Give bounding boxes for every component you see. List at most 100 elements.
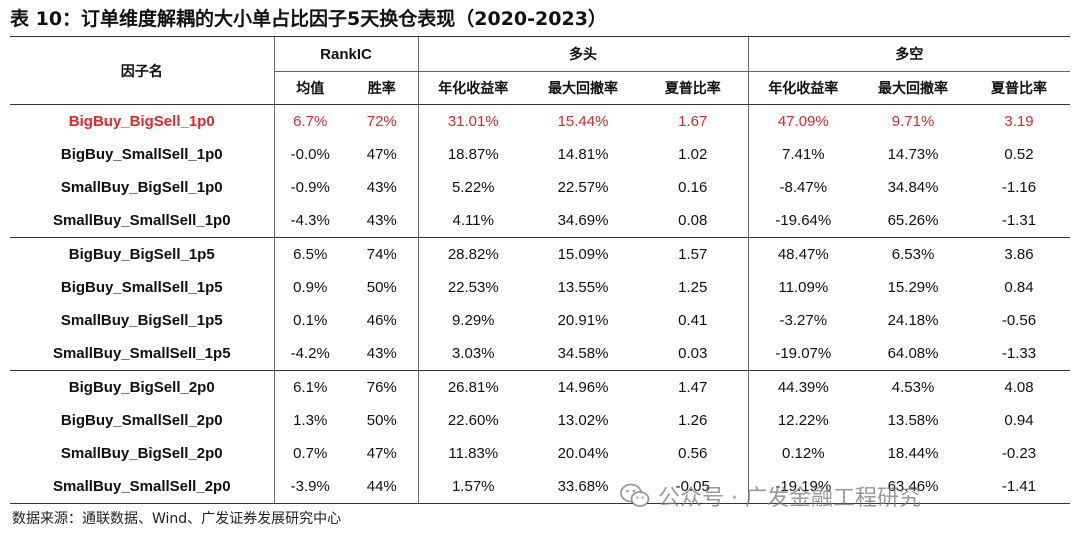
ic-mean-cell: -0.0% — [273, 138, 346, 171]
long-sharpe-cell: 0.16 — [678, 179, 708, 196]
subheader-ls-annual-return: 年化收益率 — [747, 71, 859, 105]
ls-sharpe-cell: -1.16 — [1001, 179, 1037, 196]
ic-mean-cell: 6.7% — [273, 104, 346, 138]
win-rate-cell: 43% — [346, 337, 418, 371]
table-row: BigBuy_BigSell_1p0 6.7% 72% 31.01% 15.44% 1.6… — [10, 104, 1070, 138]
win-rate-cell: 43% — [366, 179, 397, 196]
ic-mean-cell: 0.1% — [273, 304, 346, 337]
win-rate-cell: 46% — [366, 312, 397, 329]
factor-name-cell: BigBuy_BigSell_1p0 — [68, 113, 215, 130]
long-sharpe-cell: 1.25 — [678, 279, 708, 296]
win-rate-cell: 72% — [366, 113, 397, 130]
long-annual-return-cell: 26.81% — [417, 370, 528, 404]
ls-sharpe-cell: -0.23 — [1001, 445, 1037, 462]
table-row: BigBuy_SmallSell_1p0 -0.0% 47% 18.87% 14.81%… — [10, 138, 1070, 171]
subheader-win-rate: 胜率 — [346, 71, 418, 105]
ls-sharpe-cell: 3.86 — [1004, 246, 1034, 263]
ls-max-drawdown-cell: 63.46% — [858, 470, 969, 504]
ic-mean-cell: -4.2% — [273, 337, 346, 371]
long-annual-return-cell: 9.29% — [417, 304, 528, 337]
ls-max-drawdown-cell: 9.71% — [891, 113, 935, 130]
ls-sharpe-cell: 3.19 — [1004, 113, 1034, 130]
ls-sharpe-cell: 0.84 — [1004, 279, 1034, 296]
watermark-text: 公众号 · 广发金融工程研究 — [658, 486, 921, 511]
watermark: 公众号 · 广发金融工程研究 — [620, 476, 921, 516]
long-annual-return-cell: 5.22% — [417, 171, 528, 204]
long-sharpe-cell: 1.02 — [678, 146, 708, 163]
long-max-drawdown-cell: 22.57% — [557, 179, 609, 196]
ls-annual-return-cell: -3.27% — [747, 304, 859, 337]
ls-max-drawdown-cell: 18.44% — [887, 445, 939, 462]
ls-annual-return-cell: 48.47% — [747, 237, 859, 271]
ic-mean-cell: -3.9% — [273, 470, 346, 504]
long-sharpe-cell: 0.41 — [678, 312, 708, 329]
subheader-ls-sharpe: 夏普比率 — [968, 71, 1071, 105]
source-note: 数据来源：通联数据、Wind、广发证券发展研究中心 — [12, 511, 342, 527]
ic-mean-cell: 0.7% — [273, 437, 346, 470]
long-max-drawdown-cell: 14.81% — [557, 146, 609, 163]
ls-sharpe-cell: -1.31 — [968, 204, 1071, 238]
ls-max-drawdown-cell: 65.26% — [858, 204, 969, 238]
subheader-ic-mean: 均值 — [273, 71, 346, 105]
ls-sharpe-cell: 0.94 — [1004, 412, 1034, 429]
ls-max-drawdown-cell: 24.18% — [887, 312, 939, 329]
table-row: SmallBuy_SmallSell_2p0 -3.9% 44% 1.57% 33.68… — [10, 470, 1071, 504]
long-max-drawdown-cell: 33.68% — [528, 470, 638, 504]
factor-name-cell: SmallBuy_BigSell_1p0 — [60, 179, 223, 196]
win-rate-cell: 47% — [366, 146, 397, 163]
ic-mean-cell: -4.3% — [273, 204, 346, 238]
long-annual-return-cell: 28.82% — [417, 237, 528, 271]
long-max-drawdown-cell: 20.04% — [557, 445, 609, 462]
factor-name-cell: BigBuy_BigSell_1p5 — [68, 246, 215, 263]
long-annual-return-cell: 22.53% — [417, 271, 528, 304]
win-rate-cell: 47% — [366, 445, 397, 462]
ls-sharpe-cell: 0.52 — [1004, 146, 1034, 163]
factor-name-cell: SmallBuy_SmallSell_2p0 — [10, 470, 274, 504]
ls-max-drawdown-cell: 13.58% — [887, 412, 939, 429]
subheader-long-sharpe: 夏普比率 — [638, 71, 749, 105]
ls-annual-return-cell: 47.09% — [747, 104, 859, 138]
rankic-group-header: RankIC — [273, 36, 418, 72]
long-sharpe-cell: 0.03 — [638, 337, 749, 371]
ic-mean-cell: 1.3% — [273, 404, 346, 437]
table-row: SmallBuy_BigSell_1p5 0.1% 46% 9.29% 20.91% 0.… — [10, 304, 1070, 337]
long-max-drawdown-cell: 34.69% — [528, 204, 638, 238]
long-sharpe-cell: 1.47 — [678, 379, 708, 396]
win-rate-cell: 74% — [366, 246, 397, 263]
factor-performance-table: 因子名 RankIC 多头 多空 均值 胜率 年化收益率 最大回撤率 夏普比率 … — [10, 36, 1071, 504]
factor-name-cell: BigBuy_SmallSell_1p5 — [60, 279, 223, 296]
ls-annual-return-cell: -19.07% — [747, 337, 859, 371]
factor-name-cell: BigBuy_SmallSell_1p0 — [60, 146, 223, 163]
ls-annual-return-cell: -19.64% — [747, 204, 859, 238]
factor-name-cell: SmallBuy_BigSell_2p0 — [60, 445, 223, 462]
long-max-drawdown-cell: 15.44% — [557, 113, 609, 130]
ic-mean-cell: 6.1% — [273, 370, 346, 404]
long-max-drawdown-cell: 20.91% — [557, 312, 609, 329]
table-row: SmallBuy_SmallSell_1p5 -4.2% 43% 3.03% 34.58… — [10, 337, 1071, 371]
factor-name-cell: SmallBuy_SmallSell_1p5 — [10, 337, 274, 371]
table-row: BigBuy_BigSell_1p5 6.5% 74% 28.82% 15.09% 1.5… — [10, 237, 1070, 271]
long-sharpe-cell: -0.05 — [638, 470, 749, 504]
table-row: SmallBuy_BigSell_1p0 -0.9% 43% 5.22% 22.57% 0… — [10, 171, 1070, 204]
factor-name-cell: SmallBuy_BigSell_1p5 — [60, 312, 223, 329]
ls-sharpe-cell: 4.08 — [1004, 379, 1034, 396]
subheader-ls-max-drawdown: 最大回撤率 — [858, 71, 969, 105]
ls-max-drawdown-cell: 4.53% — [891, 379, 935, 396]
subheader-long-annual-return: 年化收益率 — [417, 71, 528, 105]
long-max-drawdown-cell: 34.58% — [528, 337, 638, 371]
ls-max-drawdown-cell: 14.73% — [887, 146, 939, 163]
factor-name-cell: SmallBuy_SmallSell_1p0 — [10, 204, 274, 238]
long-short-group-header: 多空 — [747, 36, 1071, 72]
long-max-drawdown-cell: 13.55% — [557, 279, 609, 296]
long-max-drawdown-cell: 14.96% — [557, 379, 609, 396]
ls-annual-return-cell: 12.22% — [747, 404, 859, 437]
long-annual-return-cell: 1.57% — [417, 470, 528, 504]
ls-annual-return-cell: 0.12% — [747, 437, 859, 470]
ls-annual-return-cell: 11.09% — [747, 271, 859, 304]
long-annual-return-cell: 4.11% — [417, 204, 528, 238]
ls-max-drawdown-cell: 64.08% — [858, 337, 969, 371]
long-annual-return-cell: 31.01% — [417, 104, 528, 138]
ls-sharpe-cell: -1.41 — [968, 470, 1071, 504]
win-rate-cell: 50% — [366, 412, 397, 429]
table-row: SmallBuy_SmallSell_1p0 -4.3% 43% 4.11% 34.69… — [10, 204, 1071, 238]
